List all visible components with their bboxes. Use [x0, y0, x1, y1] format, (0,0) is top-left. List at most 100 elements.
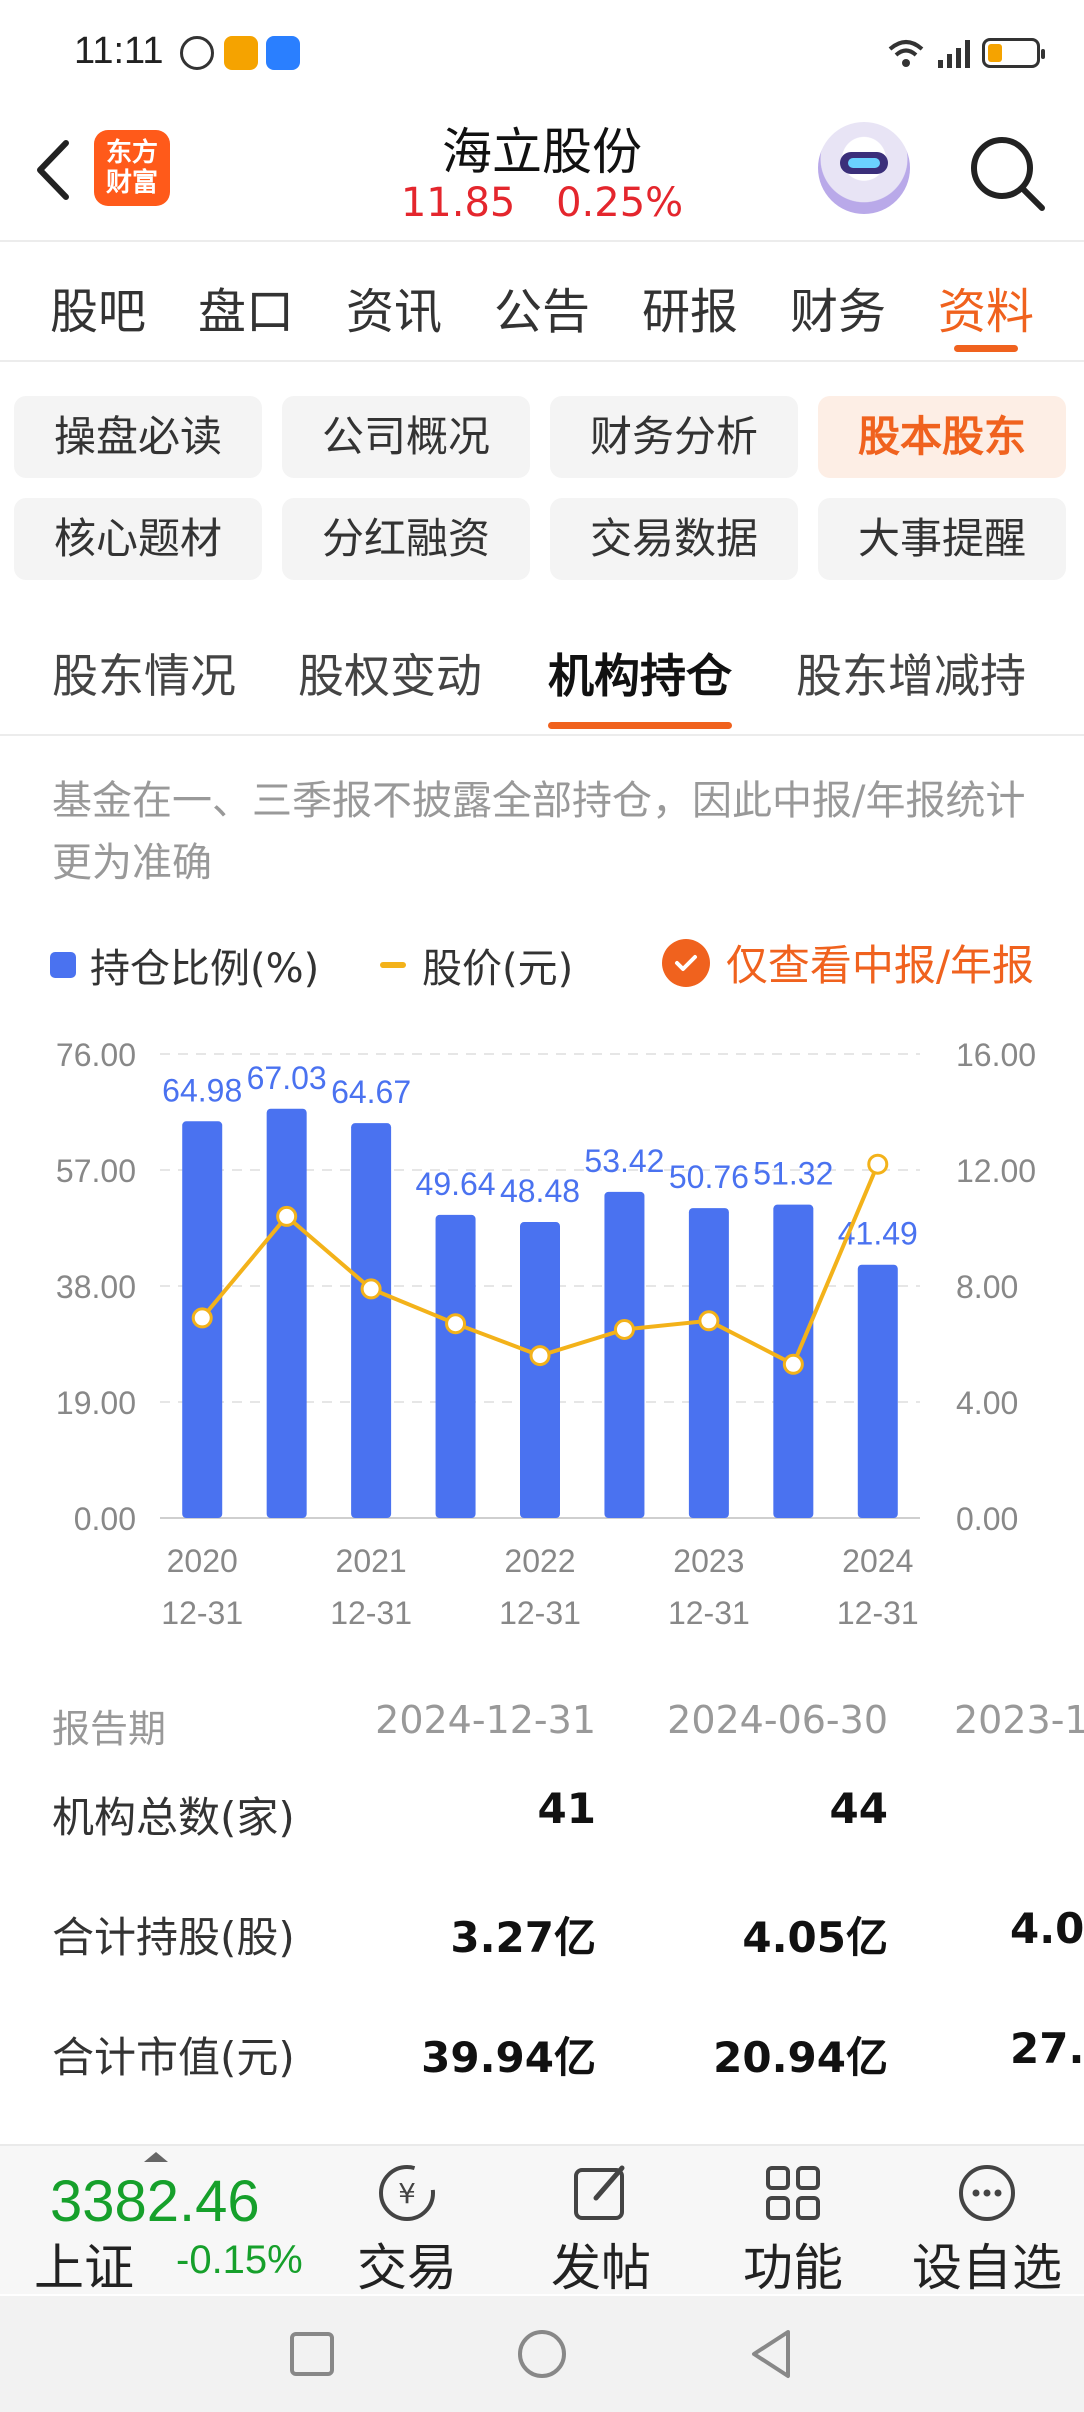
section-button-7[interactable]: 大事提醒: [818, 498, 1066, 580]
index-change[interactable]: -0.15%: [176, 2238, 303, 2282]
holder-tab-2[interactable]: 机构持仓: [548, 640, 732, 729]
bar-value-label: 50.76: [669, 1159, 749, 1195]
period-column: 2024-06-30: [667, 1698, 888, 1742]
wifi-icon: [888, 40, 924, 67]
price-point: [445, 1313, 467, 1335]
tab-5[interactable]: 财务: [789, 284, 886, 340]
holding-bar: [351, 1123, 392, 1518]
price-point: [360, 1278, 382, 1300]
brand-logo[interactable]: 东方财富: [94, 130, 170, 206]
search-button[interactable]: [962, 128, 1052, 218]
section-button-5[interactable]: 分红融资: [282, 498, 530, 580]
chart-legend: 持仓比例(%) 股价(元) 仅查看中报/年报: [50, 930, 1050, 993]
section-button-4[interactable]: 核心题材: [14, 498, 262, 580]
x-tick-year: 2021: [336, 1543, 407, 1579]
back-nav-icon[interactable]: [742, 2324, 802, 2384]
left-tick-label: 0.00: [74, 1501, 136, 1537]
row-value: 4.0: [1010, 1904, 1084, 1953]
post-label: 发帖: [551, 2239, 651, 2297]
row-value: 27.2: [1010, 2024, 1084, 2073]
row-value: 3.27亿: [450, 1913, 596, 1962]
semiannual-filter-toggle[interactable]: 仅查看中报/年报: [661, 932, 1034, 993]
section-button-6[interactable]: 交易数据: [550, 498, 798, 580]
bar-value-label: 41.49: [838, 1216, 918, 1252]
holding-bar: [520, 1222, 560, 1518]
holding-bar: [604, 1191, 645, 1518]
signal-icon: [938, 38, 970, 68]
price-point: [867, 1153, 889, 1175]
trade-icon: ¥: [379, 2165, 435, 2221]
index-name[interactable]: 上证: [34, 2239, 134, 2297]
x-tick-year: 2024: [842, 1543, 913, 1579]
x-tick-date: 12-31: [837, 1595, 919, 1631]
main-tabs: 股吧 盘口 资讯 公告 研报 财务 资料: [0, 244, 1084, 362]
bottom-bar: 3382.46 上证 -0.15% ¥ 交易 发帖 功能 设自选: [0, 2144, 1084, 2297]
x-tick-date: 12-31: [668, 1595, 750, 1631]
holdings-table: 报告期 2024-12-31 2024-06-30 2023-1 机构总数(家) 41 44…: [0, 1690, 1084, 2130]
row-label: 合计市值(元): [52, 2033, 295, 2082]
bar-value-label: 48.48: [500, 1173, 580, 1209]
section-button-2[interactable]: 财务分析: [550, 396, 798, 478]
row-value: 41: [537, 1784, 596, 1833]
holder-tab-0[interactable]: 股东情况: [52, 649, 236, 703]
tab-0[interactable]: 股吧: [49, 284, 146, 340]
table-header-row: 报告期 2024-12-31 2024-06-30 2023-1: [0, 1698, 1084, 1778]
price-point: [698, 1310, 720, 1332]
add-watchlist-button[interactable]: 设自选: [902, 2158, 1072, 2300]
holder-tab-3[interactable]: 股东增减持: [796, 649, 1026, 703]
section-button-1[interactable]: 公司概况: [282, 396, 530, 478]
price-point: [613, 1319, 635, 1340]
right-tick-label: 16.00: [956, 1037, 1036, 1073]
weather-icon: [266, 36, 300, 70]
stock-header: 东方财富 海立股份 11.85 0.25%: [0, 100, 1084, 242]
disclosure-note: 基金在一、三季报不披露全部持仓，因此中报/年报统计更为准确: [52, 778, 1026, 886]
price-point: [529, 1345, 551, 1367]
row-value: 39.94亿: [421, 2033, 596, 2082]
section-button-3[interactable]: 股本股东: [818, 396, 1066, 478]
tab-1[interactable]: 盘口: [197, 284, 294, 340]
right-tick-label: 12.00: [956, 1153, 1036, 1189]
post-button[interactable]: 发帖: [516, 2158, 686, 2300]
bar-swatch: [50, 952, 76, 978]
row-value: 20.94亿: [713, 2033, 888, 2082]
holding-bar: [688, 1208, 729, 1518]
holdings-chart-svg: 0.00 19.00 38.00 57.00 76.00 0.00 4.00 8.00 12.0…: [56, 1037, 1036, 1631]
back-button[interactable]: [22, 130, 82, 210]
robot-assistant-icon[interactable]: [818, 122, 910, 214]
bar-value-label: 51.32: [753, 1156, 833, 1192]
post-icon: [574, 2165, 625, 2220]
section-button-0[interactable]: 操盘必读: [14, 396, 262, 478]
left-tick-label: 38.00: [56, 1269, 136, 1305]
left-tick-label: 76.00: [56, 1037, 136, 1073]
tab-4[interactable]: 研报: [641, 284, 738, 340]
period-label: 报告期: [52, 1707, 167, 1751]
trade-button[interactable]: ¥ 交易: [322, 2158, 492, 2300]
battery-icon: [982, 38, 1045, 68]
line-swatch: [380, 962, 406, 968]
x-tick-date: 12-31: [499, 1595, 581, 1631]
functions-button[interactable]: 功能: [708, 2158, 878, 2300]
holding-bar: [266, 1108, 307, 1518]
price-point: [782, 1353, 804, 1375]
tab-3[interactable]: 公告: [493, 284, 590, 340]
holder-tab-1[interactable]: 股权变动: [298, 649, 482, 703]
table-row: 机构总数(家) 41 44: [0, 1784, 1084, 1864]
table-row: 合计市值(元) 39.94亿 20.94亿 27.2: [0, 2024, 1084, 2104]
recent-apps-icon[interactable]: [282, 2324, 342, 2384]
tab-6[interactable]: 资料: [938, 244, 1034, 360]
stock-title: 海立股份: [442, 123, 642, 181]
filter-label: 仅查看中报/年报: [725, 941, 1034, 990]
chevron-left-icon: [37, 140, 69, 200]
tab-2[interactable]: 资讯: [345, 284, 442, 340]
stock-quote: 11.85 0.25%: [0, 180, 1084, 226]
price-point: [191, 1307, 213, 1329]
index-value[interactable]: 3382.46: [50, 2169, 260, 2234]
legend-line-label: 股价(元): [422, 946, 574, 992]
row-value: 44: [829, 1784, 888, 1833]
more-icon: [959, 2165, 1015, 2221]
checkmark-icon: [661, 938, 710, 987]
hand-icon: [180, 36, 214, 70]
expand-caret-icon[interactable]: [144, 2152, 168, 2162]
bar-value-label: 49.64: [416, 1166, 496, 1202]
home-icon[interactable]: [512, 2324, 572, 2384]
